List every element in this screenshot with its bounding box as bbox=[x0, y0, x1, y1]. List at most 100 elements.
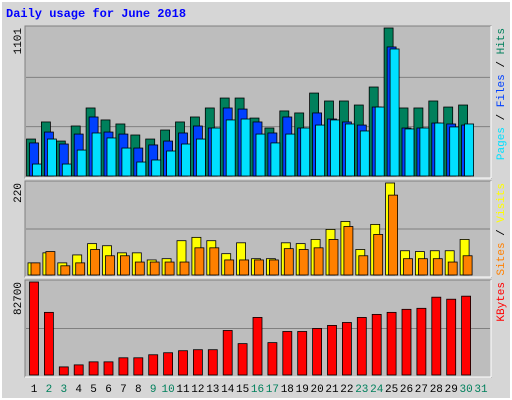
bar bbox=[419, 127, 430, 177]
bar bbox=[149, 261, 160, 276]
x-tick-label: 21 bbox=[325, 384, 339, 396]
legend-label: Sites bbox=[496, 242, 508, 275]
bar bbox=[268, 259, 279, 276]
bar bbox=[136, 161, 147, 177]
bar bbox=[237, 343, 248, 376]
bar bbox=[60, 265, 71, 276]
bar bbox=[103, 361, 114, 376]
bar bbox=[90, 249, 100, 276]
bar bbox=[58, 366, 69, 376]
bar bbox=[330, 119, 340, 177]
bar bbox=[404, 128, 415, 177]
bar bbox=[120, 255, 130, 276]
x-tick-label: 10 bbox=[161, 384, 174, 396]
x-tick-label: 28 bbox=[430, 384, 443, 396]
bar bbox=[44, 311, 54, 376]
bar bbox=[239, 259, 250, 276]
legend-separator bbox=[496, 107, 508, 114]
x-tick-label: 4 bbox=[75, 384, 82, 396]
bar bbox=[163, 352, 174, 376]
legend-separator bbox=[496, 223, 508, 230]
bar bbox=[371, 313, 382, 376]
x-tick-label: 3 bbox=[60, 384, 67, 396]
bar bbox=[30, 262, 41, 276]
bar bbox=[148, 354, 159, 376]
bar bbox=[178, 350, 188, 376]
legend-label: Pages bbox=[496, 127, 508, 160]
bar bbox=[315, 124, 326, 177]
bar bbox=[267, 342, 278, 376]
x-tick-label: 18 bbox=[281, 384, 294, 396]
bar bbox=[373, 234, 384, 276]
x-tick-label: 16 bbox=[251, 384, 264, 396]
bar bbox=[403, 258, 413, 276]
bar bbox=[75, 262, 86, 276]
bar bbox=[121, 147, 132, 177]
bar bbox=[359, 130, 370, 177]
bar bbox=[222, 330, 233, 376]
legend-separator bbox=[496, 54, 508, 61]
bar bbox=[386, 311, 397, 376]
bar bbox=[270, 142, 281, 177]
bar bbox=[225, 119, 236, 177]
x-tick-label: 6 bbox=[105, 384, 112, 396]
legend-separator bbox=[496, 236, 508, 243]
bar bbox=[388, 194, 399, 276]
bar bbox=[91, 132, 102, 177]
bar bbox=[432, 258, 443, 276]
bar bbox=[106, 137, 117, 177]
x-tick-label: 1 bbox=[31, 384, 38, 396]
bar bbox=[313, 247, 324, 276]
bar bbox=[401, 308, 412, 376]
x-tick-label: 20 bbox=[310, 384, 323, 396]
x-tick-label: 7 bbox=[120, 384, 127, 396]
y-tick-label: 82700 bbox=[13, 282, 25, 315]
x-tick-label: 24 bbox=[370, 384, 384, 396]
bar bbox=[300, 127, 311, 177]
x-tick-label: 30 bbox=[459, 384, 472, 396]
bar bbox=[134, 261, 145, 276]
bar bbox=[207, 349, 218, 376]
x-tick-label: 27 bbox=[415, 384, 428, 396]
bar bbox=[341, 322, 352, 376]
x-tick-label: 11 bbox=[176, 384, 190, 396]
legend-label: Hits bbox=[496, 28, 508, 54]
x-tick-label: 8 bbox=[135, 384, 142, 396]
bar bbox=[297, 331, 308, 376]
bar bbox=[32, 163, 42, 177]
legend-separator bbox=[496, 68, 508, 75]
legend: Pages / Files / Hits bbox=[496, 28, 508, 160]
bar bbox=[255, 133, 266, 177]
legend-label: Visits bbox=[496, 183, 508, 223]
x-tick-label: 14 bbox=[221, 384, 235, 396]
x-tick-label: 23 bbox=[355, 384, 368, 396]
bar bbox=[254, 259, 264, 276]
bar bbox=[29, 281, 39, 376]
bar bbox=[195, 138, 206, 177]
bar bbox=[431, 296, 442, 376]
legend-label: Files bbox=[496, 74, 508, 107]
x-tick-label: 31 bbox=[474, 384, 488, 396]
x-tick-label: 22 bbox=[340, 384, 353, 396]
bar bbox=[118, 357, 129, 376]
chart-title: Daily usage for June 2018 bbox=[6, 7, 186, 21]
bar bbox=[105, 255, 115, 276]
bar bbox=[76, 149, 87, 177]
bar bbox=[166, 150, 177, 177]
bar bbox=[358, 255, 369, 276]
bar bbox=[252, 317, 263, 376]
bar bbox=[88, 361, 99, 376]
bar bbox=[61, 163, 72, 177]
bar bbox=[416, 307, 427, 376]
bar bbox=[224, 259, 235, 276]
bar bbox=[312, 328, 323, 376]
bar bbox=[462, 255, 473, 276]
legend-separator: / bbox=[496, 229, 508, 236]
y-tick-label: 1101 bbox=[13, 28, 25, 55]
x-tick-label: 9 bbox=[150, 384, 157, 396]
bar bbox=[283, 248, 294, 276]
x-tick-label: 15 bbox=[236, 384, 249, 396]
legend-separator: / bbox=[496, 61, 508, 68]
y-tick-label: 220 bbox=[13, 183, 25, 203]
